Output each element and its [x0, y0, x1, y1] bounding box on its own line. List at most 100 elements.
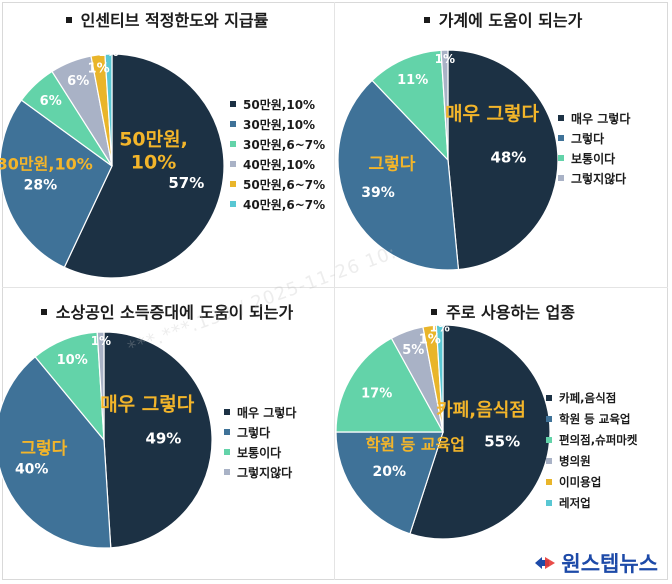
legend-swatch — [230, 181, 236, 187]
legend-item: 보통이다 — [224, 442, 296, 462]
legend-label: 그렇다 — [237, 425, 271, 440]
legend-item: 레저업 — [546, 492, 637, 513]
chart-title: 가계에 도움이 되는가 — [336, 7, 670, 31]
chart-panel-incentive: 인센티브 적정한도와 지급률 57% 28% 6% 6% 1% 1% 50만원, 10% 30만… — [0, 0, 334, 290]
chart-title-text: 인센티브 적정한도와 지급률 — [80, 11, 269, 30]
legend-label: 이미용업 — [559, 474, 602, 489]
slice-percent-label: 55% — [484, 433, 520, 451]
legend-label: 30만원,10% — [243, 117, 316, 132]
legend-swatch — [230, 141, 236, 147]
legend-swatch — [224, 429, 230, 435]
pie-slice — [96, 331, 105, 441]
pie-slice — [0, 355, 112, 549]
slice-category-callout: 카페,음식점 — [436, 400, 526, 421]
legend-swatch — [546, 415, 552, 422]
slice-percent-label: 49% — [145, 429, 181, 447]
title-bullet-icon — [431, 308, 438, 315]
title-bullet-icon — [65, 16, 72, 23]
legend-item: 이미용업 — [546, 471, 637, 492]
legend-swatch — [546, 394, 552, 401]
legend-item: 보통이다 — [558, 148, 630, 168]
legend-label: 매우 그렇다 — [571, 111, 631, 126]
legend-label: 보통이다 — [571, 151, 616, 166]
divider-vertical — [334, 2, 335, 580]
legend-item: 매우 그렇다 — [224, 402, 296, 422]
pie-slice — [0, 99, 113, 269]
legend-item: 그렇다 — [224, 422, 296, 442]
pie-slice — [435, 324, 444, 433]
slice-percent-label: 20% — [373, 464, 407, 480]
legend-label: 카페,음식점 — [559, 390, 617, 405]
legend-item: 학원 등 교육업 — [546, 408, 637, 429]
legend-item: 40만원,10% — [230, 154, 325, 174]
slice-percent-label: 6% — [67, 74, 89, 89]
chart-title: 소상공인 소득증대에 도움이 되는가 — [0, 299, 334, 323]
legend-label: 30만원,6~7% — [243, 137, 326, 152]
legend-swatch — [230, 101, 236, 107]
pie-slice — [335, 337, 445, 433]
onestep-news-logo-icon — [535, 557, 556, 569]
legend-swatch — [224, 409, 230, 415]
slice-percent-label: 48% — [490, 148, 526, 166]
legend-label: 레저업 — [559, 495, 591, 510]
pie-slice — [371, 49, 449, 162]
legend-label: 학원 등 교육업 — [559, 411, 631, 426]
pie-slice — [63, 53, 225, 279]
legend-item: 50만원,10% — [230, 94, 325, 114]
legend-item: 매우 그렇다 — [558, 108, 630, 128]
legend-swatch — [546, 436, 552, 443]
legend-label: 40만원,10% — [243, 157, 316, 172]
chart-title-text: 가계에 도움이 되는가 — [438, 11, 583, 30]
logo-text: 원스텝뉴스 — [561, 552, 658, 576]
legend-item: 40만원,6~7% — [230, 194, 325, 214]
legend-label: 그렇지않다 — [571, 171, 627, 186]
legend-item: 편의점,슈퍼마켓 — [546, 429, 637, 450]
chart-title: 인센티브 적정한도와 지급률 — [0, 7, 334, 31]
chart-legend: 50만원,10% 30만원,10% 30만원,6~7% 40만원,10% 50만원,6~… — [230, 94, 325, 214]
legend-swatch — [558, 115, 564, 121]
slice-percent-label: 10% — [57, 353, 88, 368]
slice-percent-label: 5% — [402, 343, 424, 358]
legend-swatch — [546, 478, 552, 485]
legend-swatch — [546, 499, 552, 506]
slice-percent-label: 1% — [435, 52, 455, 66]
divider-horizontal — [2, 287, 668, 288]
chart-panel-merchant-income: 소상공인 소득증대에 도움이 되는가 49% 40% 10% 1% 매우 그렇다 그렇다 … — [0, 292, 334, 582]
slice-category-callout: 매우 그렇다 — [445, 103, 540, 125]
chart-legend: 매우 그렇다 그렇다 보통이다 그렇지않다 — [558, 108, 630, 188]
slice-category-callout: 매우 그렇다 — [100, 394, 195, 416]
slice-percent-label: 39% — [361, 185, 395, 201]
pie-slice — [440, 49, 449, 161]
legend-swatch — [224, 449, 230, 455]
publisher-logo: 원스텝뉴스 — [529, 548, 662, 578]
legend-label: 그렇지않다 — [237, 465, 293, 480]
pie-slice — [103, 331, 213, 549]
slice-percent-label: 40% — [15, 462, 49, 478]
legend-swatch — [224, 469, 230, 475]
legend-label: 보통이다 — [237, 445, 282, 460]
legend-swatch — [230, 201, 236, 207]
slice-percent-label: 6% — [40, 94, 62, 109]
legend-label: 매우 그렇다 — [237, 405, 297, 420]
slice-category-callout: 학원 등 교육업 — [366, 435, 465, 454]
pie-slice — [104, 53, 113, 167]
slice-percent-label: 11% — [397, 73, 428, 88]
legend-label: 편의점,슈퍼마켓 — [559, 432, 638, 447]
legend-item: 그렇지않다 — [224, 462, 296, 482]
slice-percent-label: 1% — [430, 320, 450, 334]
chart-title-text: 소상공인 소득증대에 도움이 되는가 — [55, 303, 294, 322]
legend-swatch — [546, 457, 552, 464]
title-bullet-icon — [40, 308, 47, 315]
legend-item: 50만원,6~7% — [230, 174, 325, 194]
slice-category-callout: 그렇다 — [20, 439, 67, 459]
slice-category-callout: 50만원, 10% — [119, 128, 188, 173]
legend-label: 40만원,6~7% — [243, 197, 326, 212]
chart-panel-household: 가계에 도움이 되는가 48% 39% 11% 1% 매우 그렇다 그렇다 매우 그렇다 그… — [336, 0, 670, 290]
legend-label: 병의원 — [559, 453, 591, 468]
legend-item: 병의원 — [546, 450, 637, 471]
legend-item: 30만원,6~7% — [230, 134, 325, 154]
